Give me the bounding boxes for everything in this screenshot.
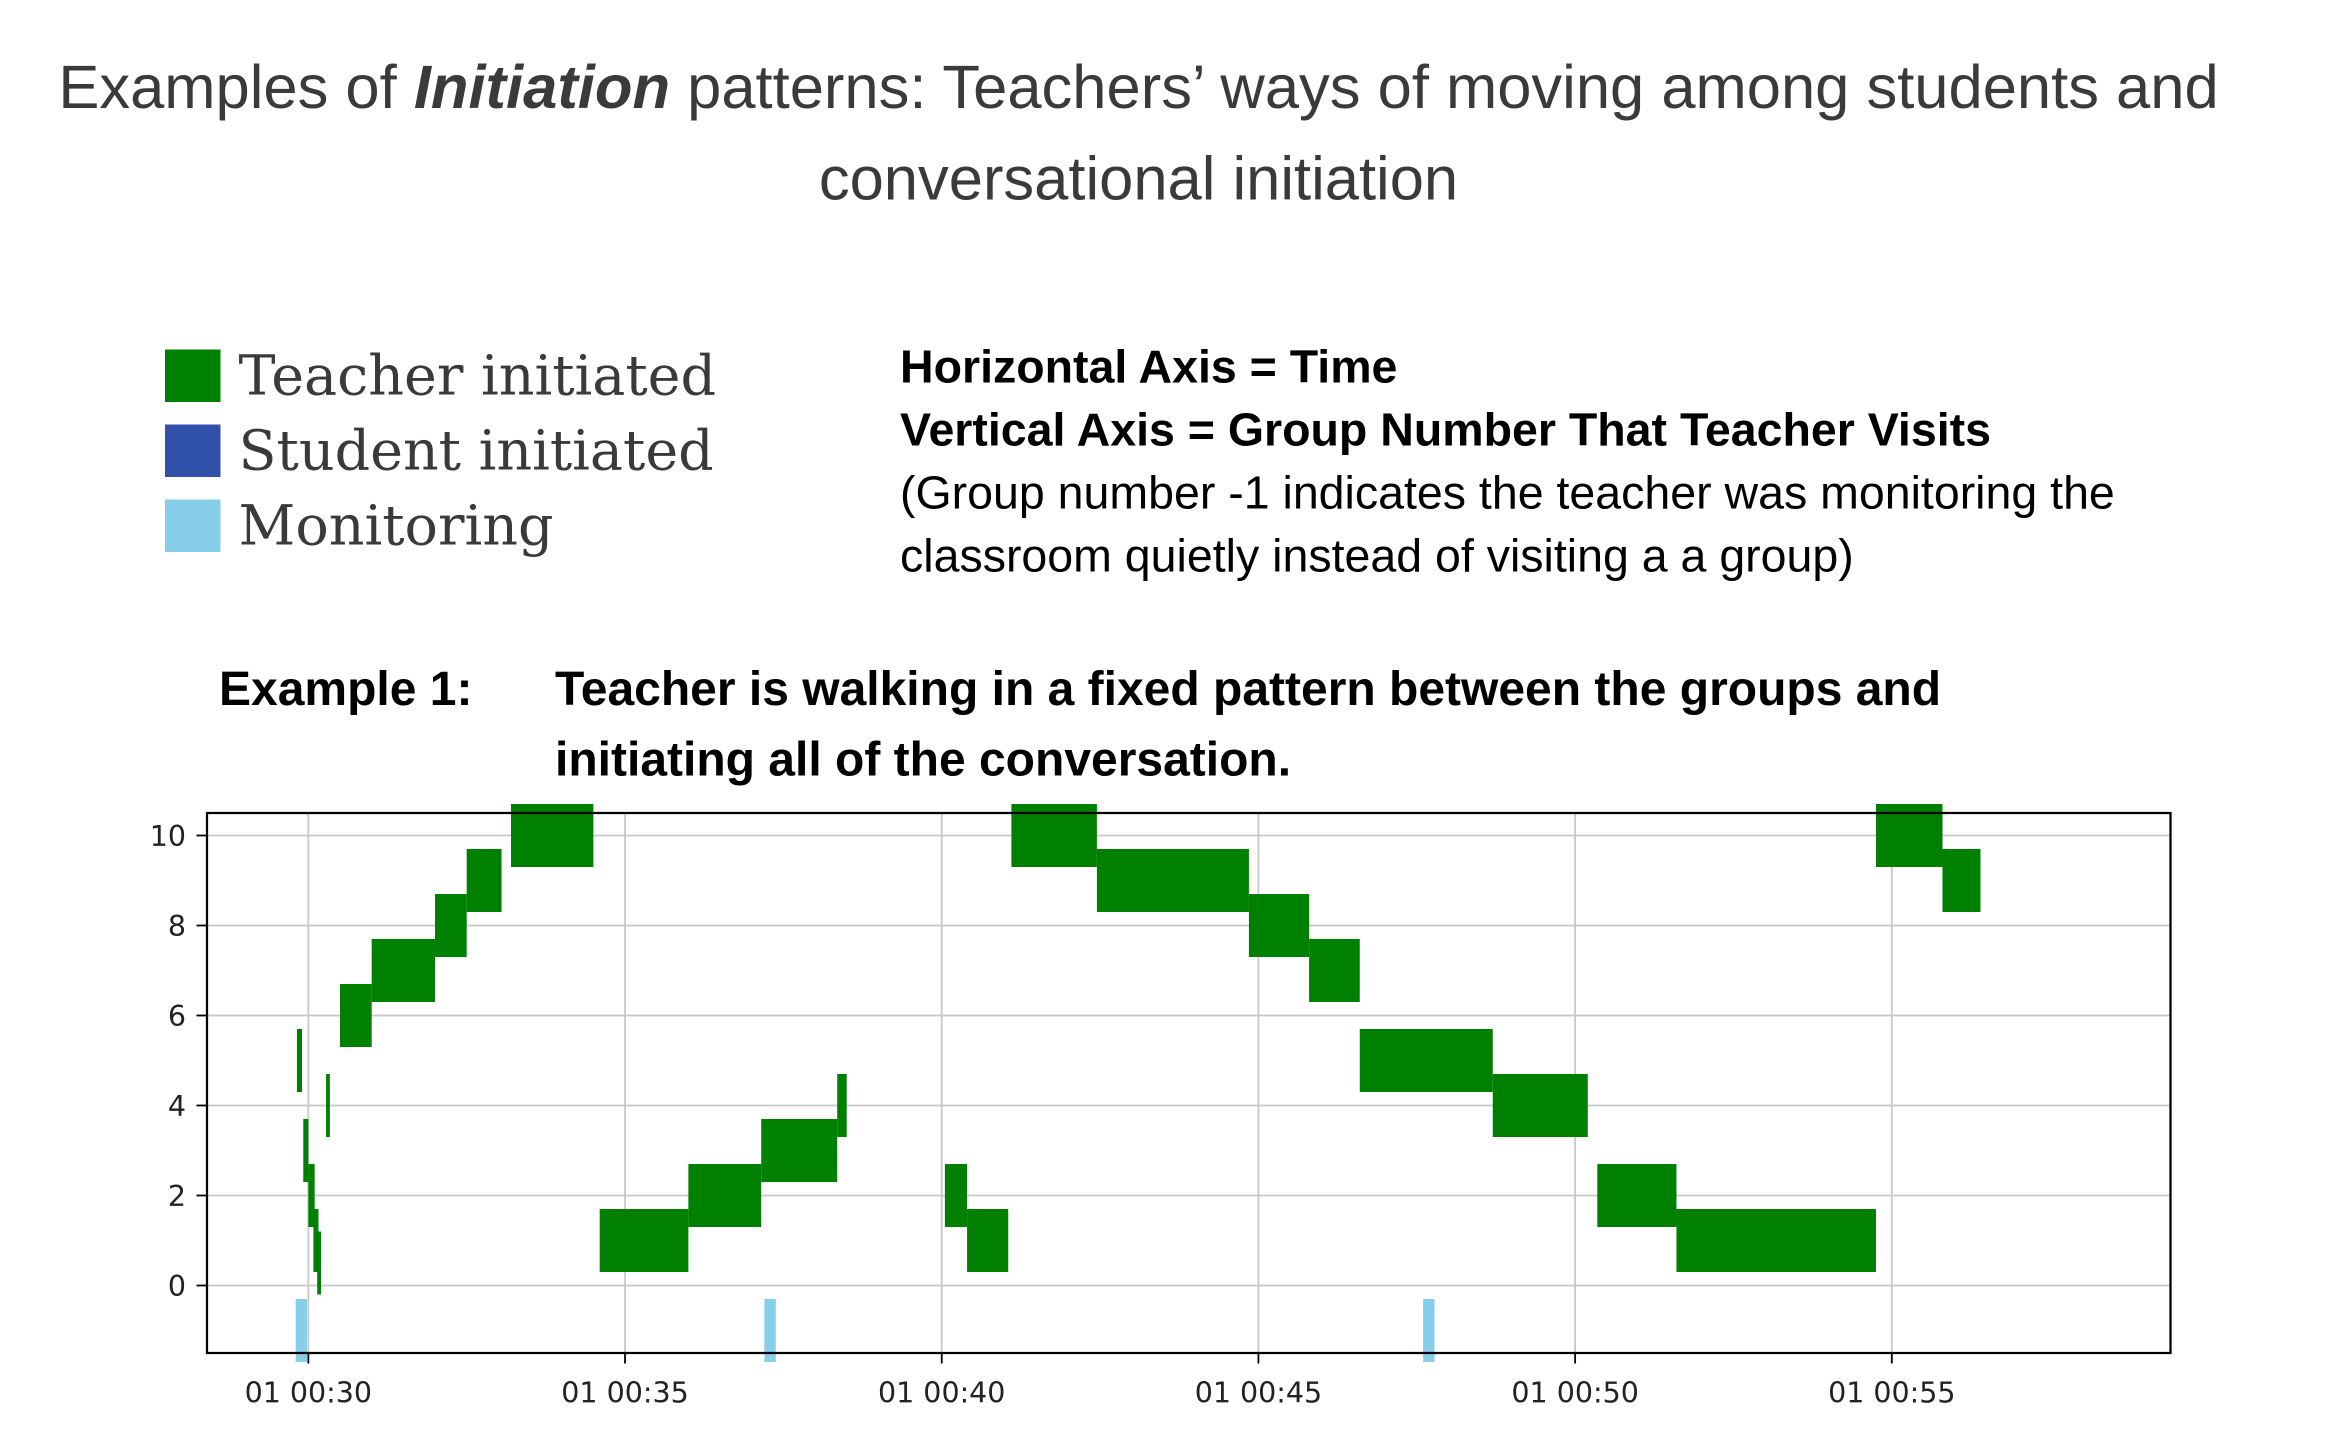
teacher-initiated-bar [1096, 849, 1249, 912]
teacher-initiated-bar [944, 1164, 968, 1227]
teacher-initiated-bar [761, 1119, 838, 1182]
teacher-initiated-bar [1676, 1209, 1876, 1272]
y-tick-label: 4 [168, 1090, 186, 1123]
teacher-initiated-bar [303, 1119, 309, 1182]
teacher-initiated-bar [340, 984, 372, 1047]
monitoring-bar [764, 1299, 776, 1362]
title-suffix: patterns: Teachers’ ways of moving among… [670, 52, 2219, 214]
teacher-swatch-icon [165, 348, 221, 402]
teacher-initiated-bar [1492, 1074, 1588, 1137]
horizontal-axis-note: Horizontal Axis = Time [900, 340, 1398, 394]
monitoring-bar [1423, 1299, 1435, 1362]
x-tick-label: 01 00:50 [1511, 1377, 1638, 1410]
teacher-initiated-bar [688, 1164, 762, 1227]
y-tick-label: 2 [168, 1180, 186, 1213]
legend-item-teacher: Teacher initiated [165, 338, 716, 413]
teacher-initiated-bar [599, 1209, 689, 1272]
teacher-initiated-bar [326, 1074, 330, 1137]
x-tick-label: 01 00:35 [561, 1377, 688, 1410]
teacher-initiated-bar [317, 1231, 322, 1295]
legend-item-student: Student initiated [165, 413, 716, 488]
legend-item-monitoring: Monitoring [165, 488, 716, 563]
teacher-initiated-bar [1597, 1164, 1677, 1227]
teacher-initiated-bar [313, 1209, 319, 1272]
teacher-initiated-bar [1309, 939, 1360, 1002]
teacher-initiated-bar [308, 1164, 315, 1227]
monitoring-note: (Group number -1 indicates the teacher w… [900, 466, 2115, 583]
teacher-initiated-bar [837, 1074, 847, 1137]
teacher-initiated-bar [466, 849, 502, 912]
teacher-initiated-bar [1942, 849, 1981, 912]
x-tick-label: 01 00:55 [1828, 1377, 1955, 1410]
monitoring-bar [295, 1299, 308, 1362]
legend-label-student: Student initiated [238, 417, 714, 483]
plot-frame [205, 811, 2172, 1355]
x-tick-label: 01 00:45 [1195, 1377, 1322, 1410]
x-tick-label: 01 00:30 [245, 1377, 372, 1410]
legend-label-monitoring: Monitoring [238, 492, 554, 558]
slide-title: Examples of Initiation patterns: Teacher… [0, 42, 2277, 225]
teacher-initiated-bar [1011, 804, 1097, 867]
x-tick-label: 01 00:40 [878, 1377, 1005, 1410]
teacher-initiated-bar [967, 1209, 1009, 1272]
teacher-initiated-bar [1875, 804, 1943, 867]
monitoring-swatch-icon [165, 498, 221, 552]
axis-info: Horizontal Axis = Time Vertical Axis = G… [900, 336, 2220, 588]
teacher-initiated-bar [511, 804, 594, 867]
teacher-initiated-bar [371, 939, 436, 1002]
teacher-initiated-bar [296, 1029, 303, 1092]
vertical-axis-note: Vertical Axis = Group Number That Teache… [900, 403, 1991, 457]
y-tick-label: 0 [168, 1270, 186, 1303]
y-tick-label: 6 [168, 1000, 186, 1033]
teacher-initiated-bar [1248, 894, 1310, 957]
teacher-initiated-bar [1359, 1029, 1493, 1092]
title-prefix: Examples of [58, 52, 414, 122]
y-tick-label: 10 [150, 820, 186, 853]
teacher-initiated-bar [435, 894, 467, 957]
title-emphasis: Initiation [413, 52, 671, 122]
legend: Teacher initiated Student initiated Moni… [165, 338, 716, 563]
example-description: Teacher is walking in a fixed pattern be… [555, 661, 1942, 787]
student-swatch-icon [165, 423, 221, 477]
legend-label-teacher: Teacher initiated [238, 342, 717, 408]
example-label: Example 1: [219, 661, 473, 716]
y-tick-label: 8 [168, 910, 186, 943]
